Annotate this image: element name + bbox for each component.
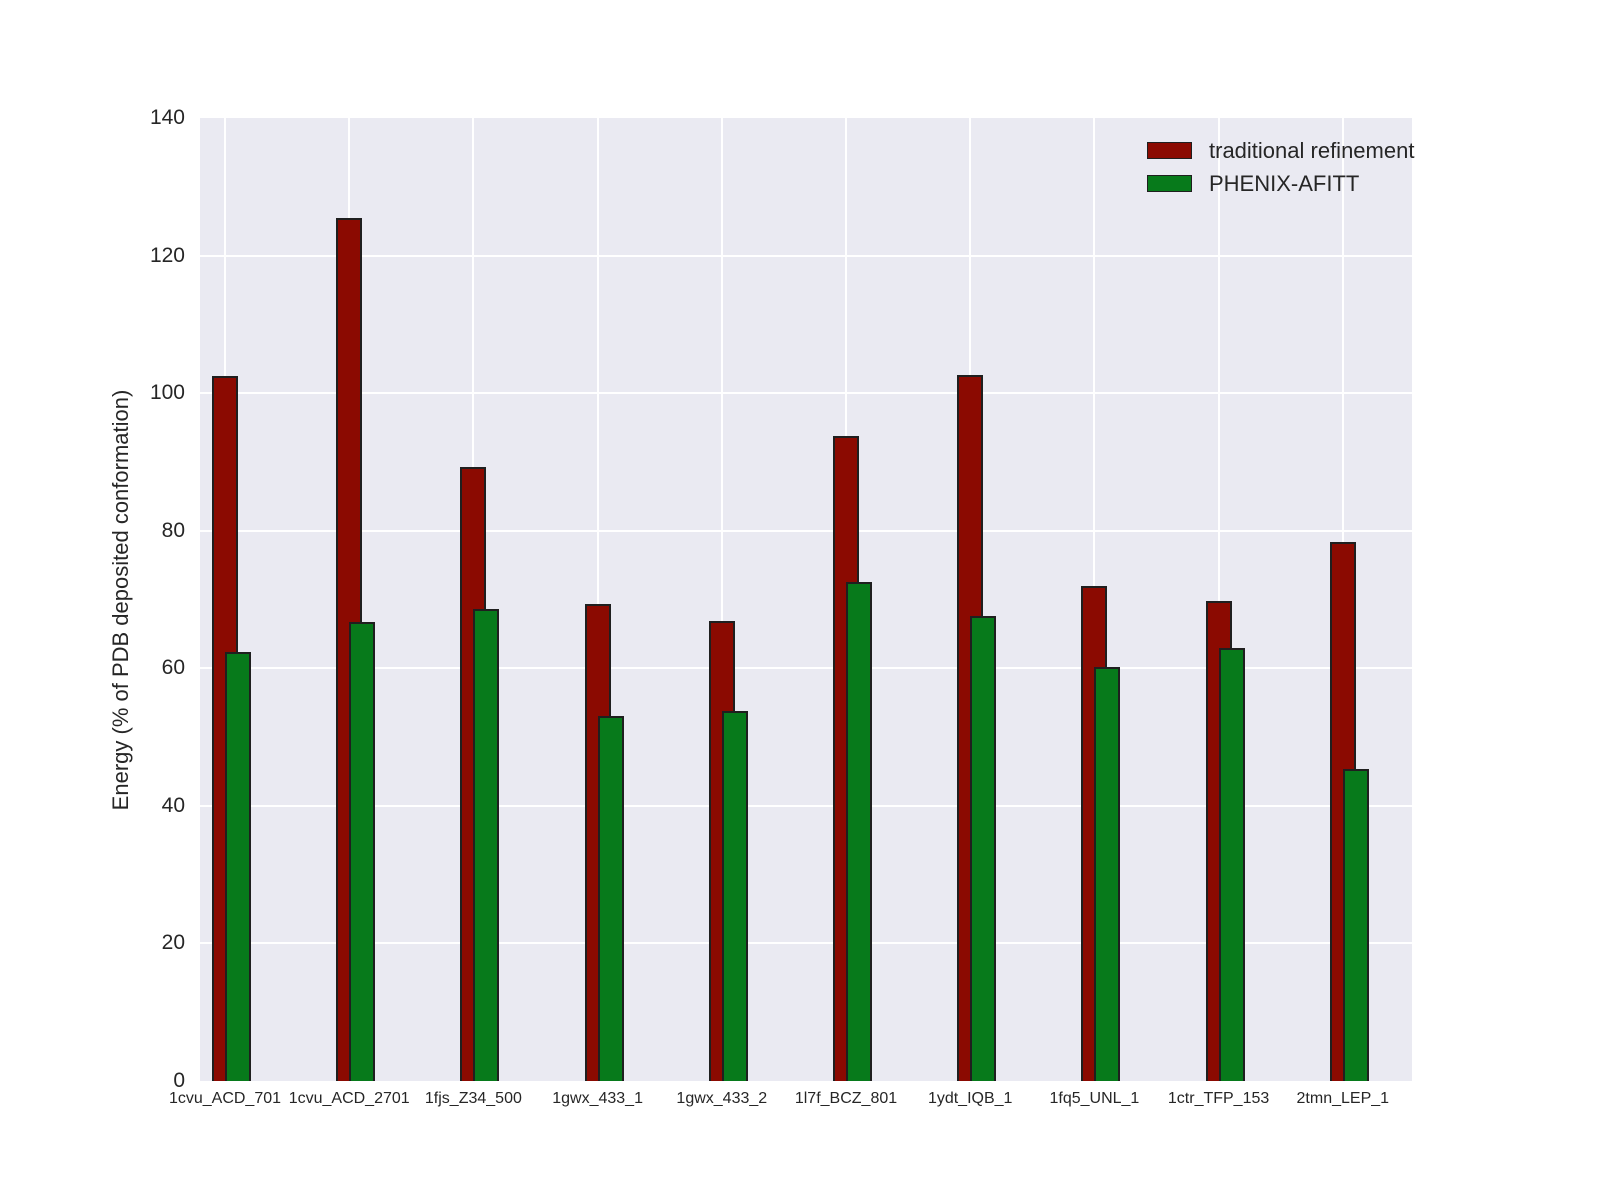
x-tick-label-2tmn_LEP_1: 2tmn_LEP_1 <box>1296 1090 1390 1107</box>
gridline-y-20 <box>200 942 1412 945</box>
bar-phenix-afitt-1fq5_UNL_1 <box>1094 666 1121 1081</box>
y-tick-label-140: 140 <box>149 106 185 129</box>
legend: traditional refinement PHENIX-AFITT <box>1147 134 1414 200</box>
legend-item-traditional-refinement: traditional refinement <box>1147 134 1414 167</box>
y-tick-label-20: 20 <box>161 931 185 955</box>
legend-label-traditional-refinement: traditional refinement <box>1209 137 1415 163</box>
gridline-x-1ctr_TFP_153 <box>1217 118 1220 1081</box>
bar-phenix-afitt-1cvu_ACD_701 <box>225 652 251 1081</box>
x-tick-label-1ctr_TFP_153: 1ctr_TFP_153 <box>1167 1090 1270 1107</box>
y-tick-label-80: 80 <box>161 518 185 542</box>
x-tick-label-1gwx_433_2: 1gwx_433_2 <box>676 1090 768 1107</box>
legend-item-phenix-afitt: PHENIX-AFITT <box>1147 167 1414 200</box>
y-tick-label-0: 0 <box>173 1069 185 1092</box>
y-tick-label-40: 40 <box>161 793 185 817</box>
plot-area: traditional refinement PHENIX-AFITT <box>200 118 1414 1081</box>
gridline-x-1gwx_433_2 <box>720 118 723 1081</box>
x-tick-label-1cvu_ACD_701: 1cvu_ACD_701 <box>168 1090 282 1107</box>
legend-swatch-traditional-refinement <box>1147 142 1192 159</box>
x-tick-label-1ydt_IQB_1: 1ydt_IQB_1 <box>927 1090 1013 1107</box>
bar-phenix-afitt-1fjs_Z34_500 <box>473 609 500 1081</box>
bar-phenix-afitt-1cvu_ACD_2701 <box>349 622 376 1081</box>
x-tick-label-1fjs_Z34_500: 1fjs_Z34_500 <box>424 1090 522 1107</box>
y-tick-label-120: 120 <box>149 243 185 267</box>
y-tick-label-100: 100 <box>149 381 185 405</box>
bar-phenix-afitt-1gwx_433_2 <box>721 710 748 1081</box>
legend-label-phenix-afitt: PHENIX-AFITT <box>1209 170 1360 196</box>
gridline-x-1gwx_433_1 <box>596 118 599 1081</box>
y-tick-label-60: 60 <box>161 656 185 680</box>
gridline-y-80 <box>200 529 1412 532</box>
gridline-y-100 <box>200 392 1412 395</box>
bar-phenix-afitt-2tmn_LEP_1 <box>1342 769 1369 1081</box>
x-tick-label-1l7f_BCZ_801: 1l7f_BCZ_801 <box>794 1090 898 1107</box>
legend-swatch-phenix-afitt <box>1147 175 1192 192</box>
bar-phenix-afitt-1l7f_BCZ_801 <box>846 582 872 1081</box>
y-axis-title: Energy (% of PDB deposited conformation) <box>108 389 133 811</box>
gridline-y-120 <box>200 254 1412 257</box>
x-tick-label-1fq5_UNL_1: 1fq5_UNL_1 <box>1049 1090 1140 1107</box>
bar-phenix-afitt-1gwx_433_1 <box>597 716 624 1081</box>
bar-phenix-afitt-1ctr_TFP_153 <box>1218 647 1245 1081</box>
bar-phenix-afitt-1ydt_IQB_1 <box>970 616 997 1081</box>
x-tick-label-1gwx_433_1: 1gwx_433_1 <box>552 1090 643 1107</box>
x-tick-label-1cvu_ACD_2701: 1cvu_ACD_2701 <box>288 1090 410 1107</box>
gridline-y-40 <box>200 804 1412 807</box>
gridline-y-60 <box>200 667 1412 670</box>
